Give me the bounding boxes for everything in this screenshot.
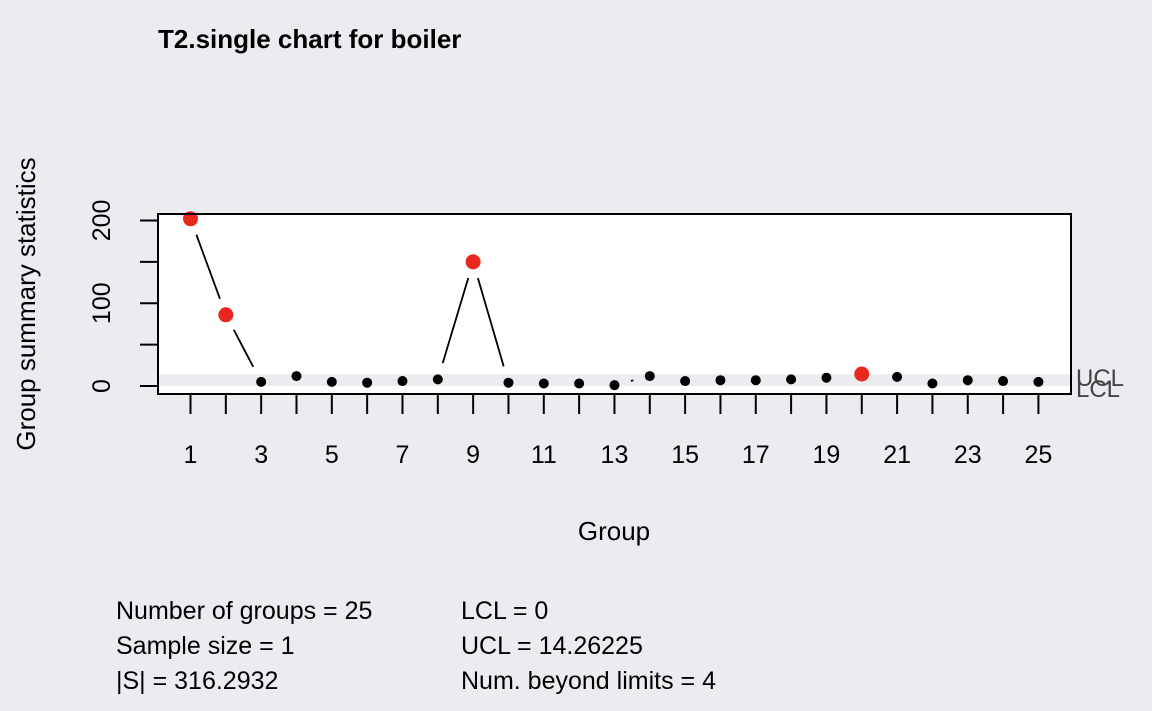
- stats-right: LCL = 0 UCL = 14.26225 Num. beyond limit…: [461, 594, 716, 699]
- data-point: [786, 374, 797, 385]
- x-tick-label: 9: [466, 441, 480, 469]
- data-point: [821, 372, 832, 383]
- data-point: [256, 376, 267, 387]
- out-of-control-point: [854, 366, 870, 382]
- x-tick-label: 3: [254, 441, 268, 469]
- chart-title: T2.single chart for boiler: [158, 24, 461, 54]
- x-axis-label: Group: [578, 516, 650, 546]
- plot-frame: [157, 213, 1072, 395]
- data-point: [291, 371, 302, 382]
- y-axis-label: Group summary statistics: [11, 157, 41, 450]
- series-segment: [630, 379, 634, 382]
- data-point: [574, 378, 585, 389]
- data-point: [750, 375, 761, 386]
- series-segment: [477, 277, 505, 367]
- data-point: [892, 371, 903, 382]
- data-point: [326, 376, 337, 387]
- data-point: [432, 374, 443, 385]
- data-point: [503, 377, 514, 388]
- out-of-control-point: [183, 211, 198, 227]
- x-tick-label: 25: [1025, 441, 1053, 469]
- data-point: [927, 378, 938, 389]
- series-segment: [195, 234, 221, 300]
- x-tick-label: 5: [325, 441, 339, 469]
- out-of-control-point: [218, 307, 234, 323]
- x-tick-label: 17: [742, 441, 770, 469]
- x-tick-label: 21: [883, 441, 911, 469]
- data-point: [538, 378, 549, 389]
- data-point: [1033, 376, 1044, 387]
- x-tick-label: 19: [813, 441, 841, 469]
- stat-groups: Number of groups = 25: [116, 597, 373, 625]
- stat-det-s: |S| = 316.2932: [116, 667, 279, 695]
- control-limit-band: [158, 374, 1071, 386]
- y-tick-label: 100: [88, 282, 116, 324]
- data-point: [680, 376, 691, 387]
- data-point: [998, 376, 1009, 387]
- plot-panel: [158, 214, 1071, 394]
- t2-control-chart: T2.single chart for boiler Group summary…: [11, 24, 1124, 546]
- series-segment: [232, 329, 255, 368]
- stats-left: Number of groups = 25 Sample size = 1 |S…: [116, 594, 372, 699]
- data-point: [362, 377, 373, 388]
- data-point: [962, 375, 973, 386]
- stat-lcl: LCL = 0: [461, 597, 549, 625]
- x-tick-label: 15: [671, 441, 699, 469]
- lcl-label: LCL: [1076, 376, 1120, 403]
- stat-sample-size: Sample size = 1: [116, 632, 295, 660]
- out-of-control-point: [465, 254, 481, 270]
- data-point: [609, 380, 620, 391]
- x-tick-label: 7: [396, 441, 410, 469]
- data-point: [397, 376, 408, 387]
- x-tick-label: 1: [184, 441, 198, 469]
- stat-ucl: UCL = 14.26225: [461, 632, 643, 660]
- ucl-label: UCL: [1076, 365, 1124, 392]
- y-tick-label: 0: [88, 379, 116, 393]
- stat-beyond: Num. beyond limits = 4: [461, 667, 716, 695]
- x-tick-label: 13: [601, 441, 629, 469]
- series-segment: [441, 277, 470, 364]
- y-tick-label: 200: [88, 200, 116, 242]
- x-tick-label: 11: [531, 441, 557, 469]
- x-tick-label: 23: [954, 441, 982, 469]
- data-point: [644, 371, 655, 382]
- data-point: [715, 375, 726, 386]
